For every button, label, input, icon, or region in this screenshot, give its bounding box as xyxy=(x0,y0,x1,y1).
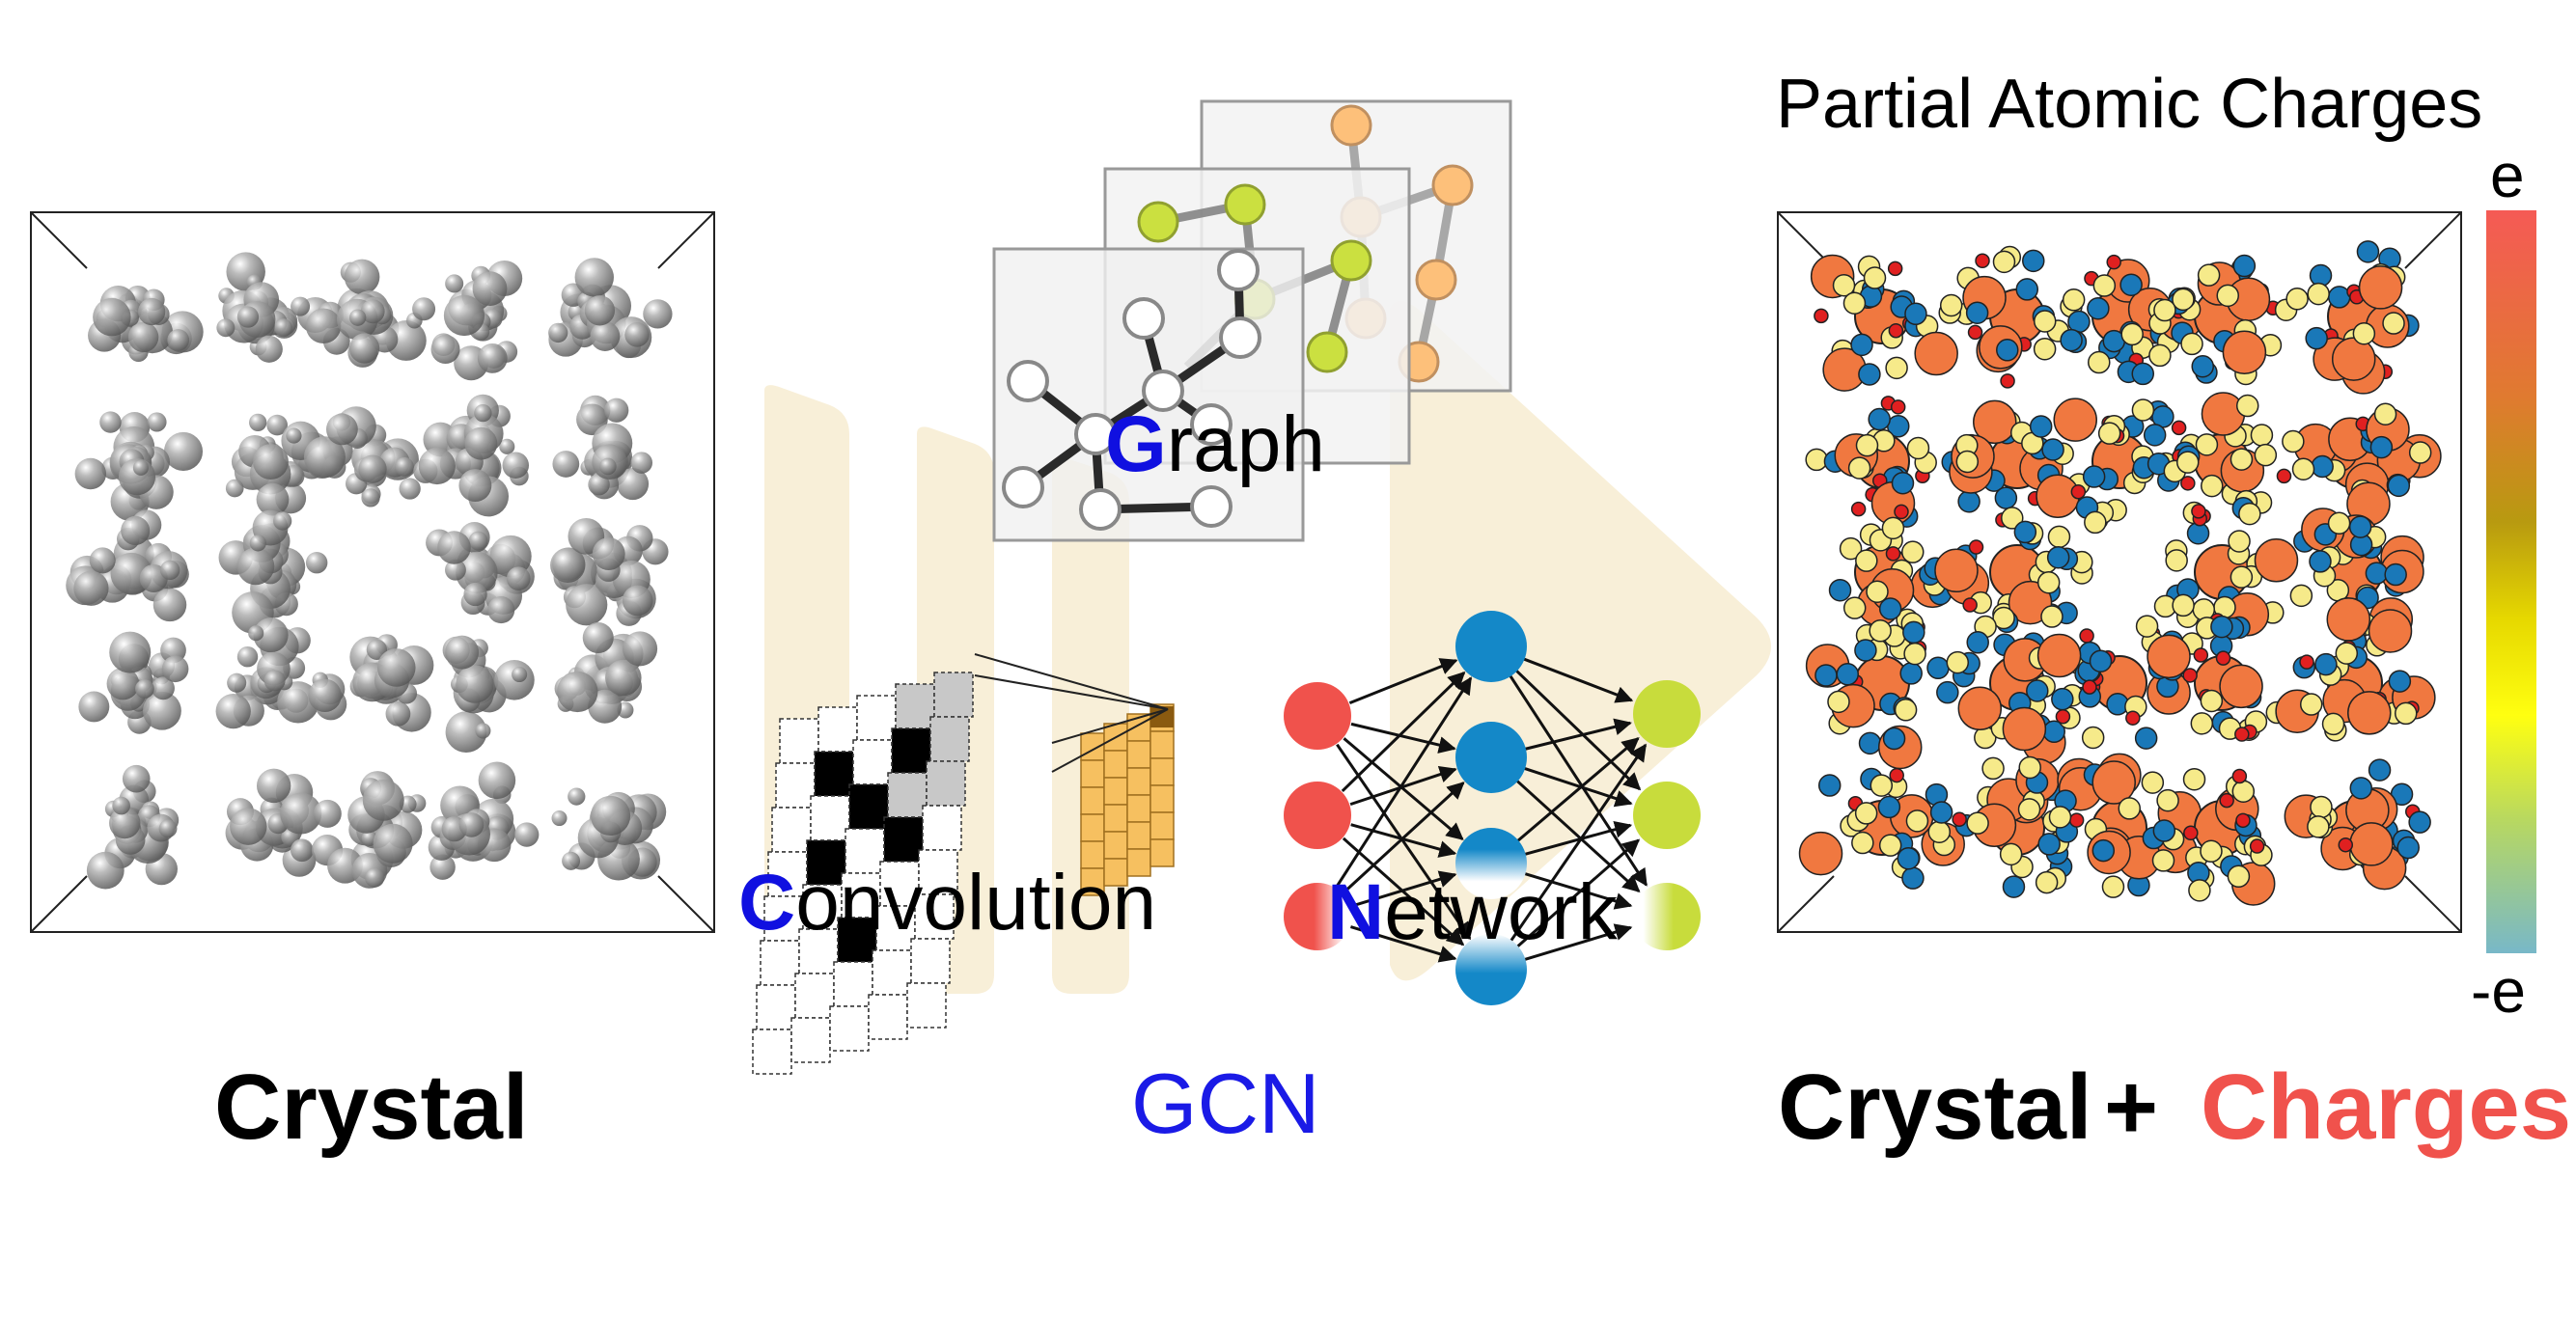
network-label: Network xyxy=(1327,873,1618,952)
colorbar-top-label: e xyxy=(2490,141,2525,210)
graph-initial: G xyxy=(1105,400,1167,488)
network-rest: etwork xyxy=(1384,868,1618,956)
colorbar-title: Partial Atomic Charges xyxy=(1776,66,2483,143)
gcn-caption: GCN xyxy=(1131,1056,1320,1151)
convolution-label: Convolution xyxy=(738,864,1156,943)
colorbar xyxy=(2486,210,2536,953)
crystal-caption: Crystal xyxy=(214,1056,529,1159)
network-initial: N xyxy=(1327,868,1385,956)
convolution-rest: onvolution xyxy=(795,859,1157,947)
crystal-structure-icon xyxy=(30,211,715,933)
plus-sign: + xyxy=(2104,1056,2159,1159)
charges-caption: Charges xyxy=(2201,1056,2572,1159)
colorbar-bottom-label: -e xyxy=(2471,956,2526,1026)
crystal-plus-caption: Crystal xyxy=(1778,1056,2092,1159)
graph-label: Graph xyxy=(1105,405,1325,484)
convolution-initial: C xyxy=(738,859,796,947)
charged-crystal-structure-icon xyxy=(1777,211,2462,933)
graph-rest: raph xyxy=(1166,400,1325,488)
